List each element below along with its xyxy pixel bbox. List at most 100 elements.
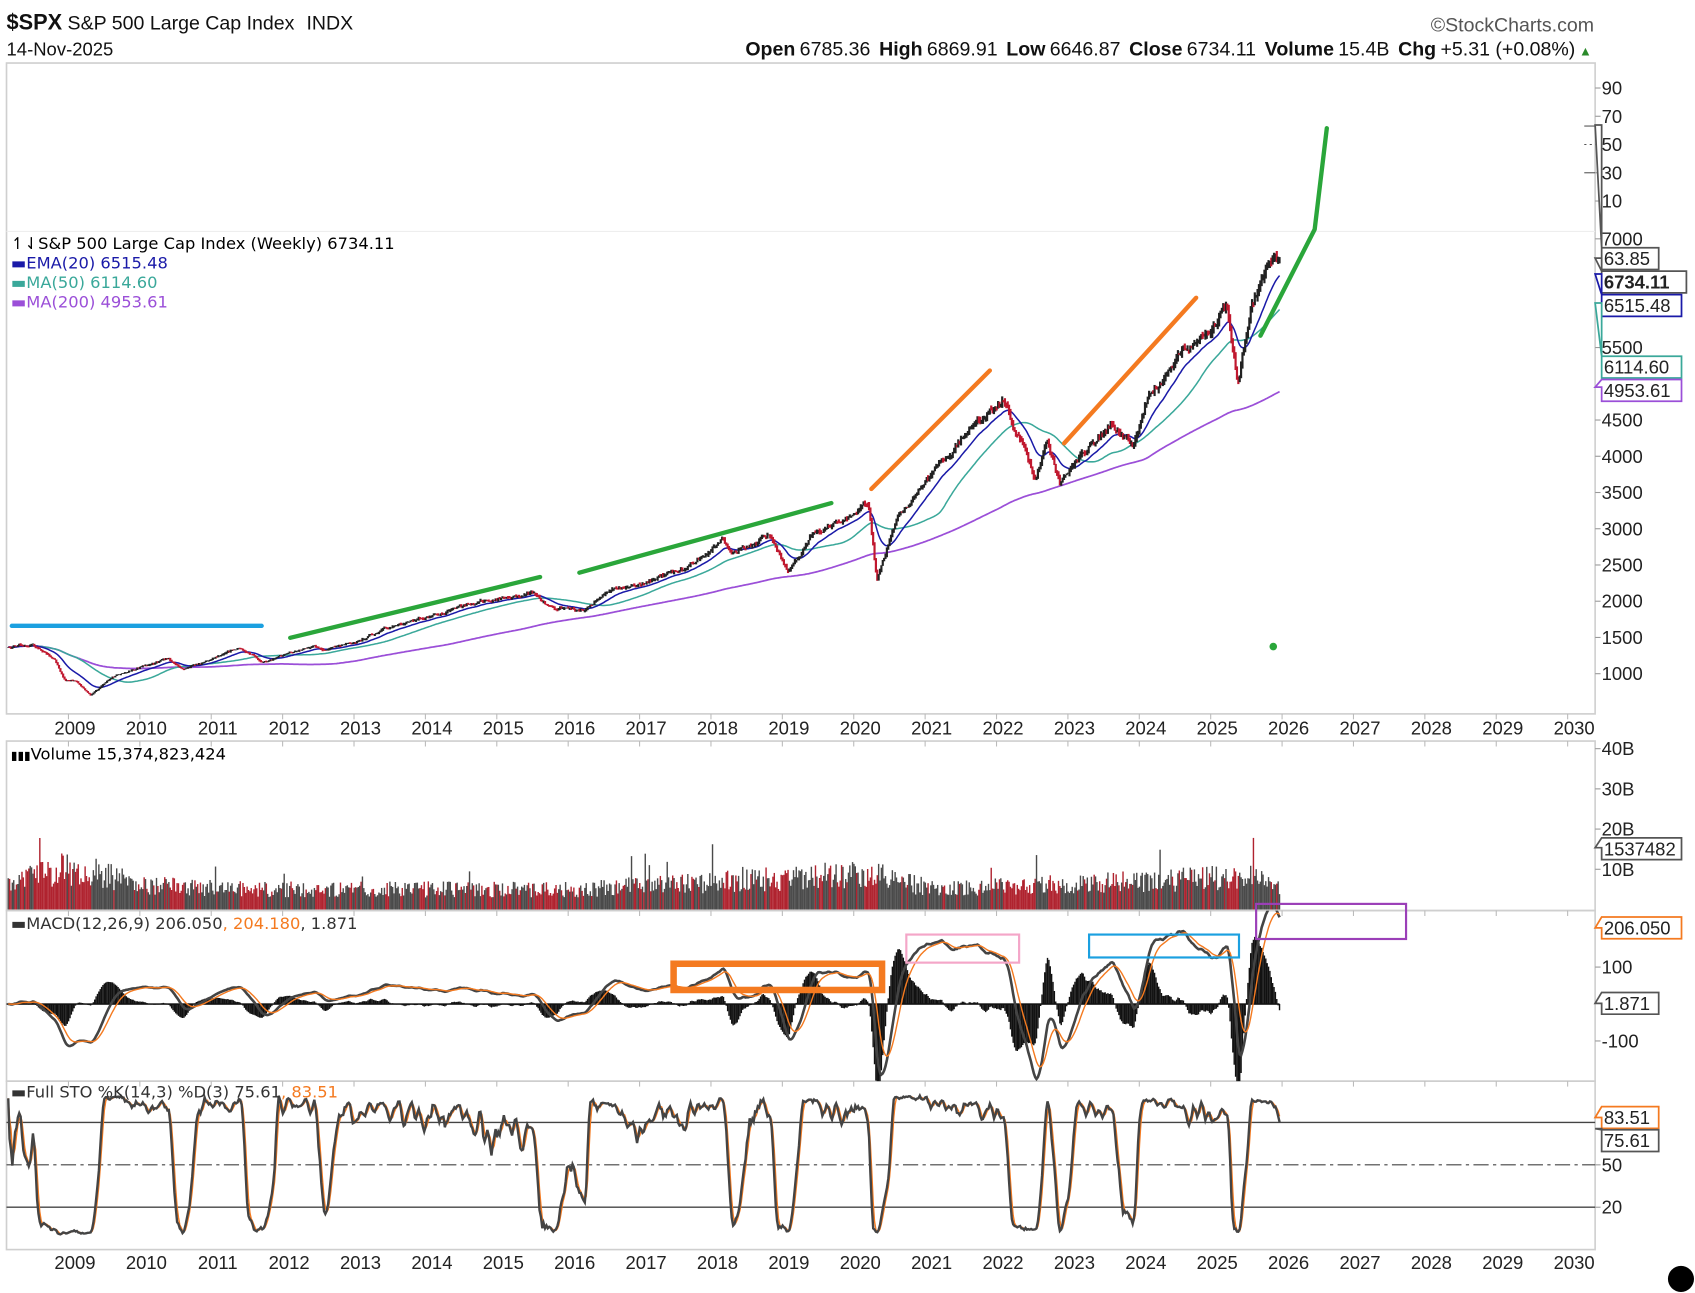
x-tick-label: 2013: [340, 718, 381, 739]
value-tag-macd: [1593, 991, 1660, 1016]
ohlc-label-volume: Volume: [1264, 38, 1334, 60]
macd-panel: [6, 910, 1281, 1082]
price-legend: ↿⇃S&P 500 Large Cap Index (Weekly) 6734.…: [11, 234, 395, 312]
upper-axis-label: 10: [1602, 191, 1623, 212]
value-tag-price: [1593, 273, 1683, 318]
ema20-swatch: ▬: [10, 253, 27, 273]
x-tick-label-bottom: 2021: [911, 1252, 952, 1273]
x-tick-label-bottom: 2019: [768, 1252, 809, 1273]
x-tick-label-bottom: 2026: [1268, 1252, 1309, 1273]
x-tick-label-bottom: 2025: [1197, 1252, 1238, 1273]
volume-axis-label: 40B: [1602, 738, 1635, 759]
ma200-legend: MA(200) 4953.61: [26, 292, 168, 312]
volume-legend-label: Volume 15,374,823,424: [30, 744, 227, 764]
symbol: $SPX: [6, 10, 63, 35]
volume-axis-label: 20B: [1602, 819, 1635, 840]
price-axis-label: 3000: [1602, 518, 1643, 539]
x-tick-label: 2015: [483, 718, 524, 739]
value-tag-price: [1593, 378, 1683, 403]
x-tick-label: 2026: [1268, 718, 1309, 739]
macd-legend-label: MACD(12,26,9) 206.050: [26, 913, 223, 934]
x-tick-label: 2027: [1339, 718, 1380, 739]
x-tick-label: 2025: [1197, 718, 1238, 739]
value-tag-sto: [1593, 1105, 1660, 1130]
x-tick-label: 2012: [269, 718, 310, 739]
annotation-trendline: [1061, 295, 1199, 446]
value-tag-text: 206.050: [1604, 917, 1671, 938]
chart-date: 14-Nov-2025: [6, 39, 114, 60]
volume-axis-label: 10B: [1602, 859, 1635, 880]
x-tick-label-bottom: 2012: [269, 1252, 310, 1273]
sto-d-value: , 83.51: [280, 1082, 339, 1102]
price-axis-label: 1000: [1602, 663, 1643, 684]
ma50-swatch: ▬: [10, 272, 27, 293]
value-tag-macd: [1593, 916, 1683, 940]
value-tag-text: 6114.60: [1604, 357, 1669, 378]
x-tick-label: 2030: [1554, 718, 1595, 739]
ohlc-value-close: 6734.11: [1186, 38, 1257, 60]
value-tag-text: 1.871: [1604, 993, 1650, 1014]
x-tick-label-bottom: 2022: [982, 1252, 1023, 1273]
sto-axis-label: 50: [1602, 1154, 1623, 1175]
macd-swatch: ▬: [10, 913, 27, 934]
price-legend-icon: ↿⇃: [10, 233, 39, 254]
chart-title: $SPX S&P 500 Large Cap Index INDX: [7, 11, 354, 36]
value-tag-sto: [1594, 1127, 1660, 1153]
x-tick-label-bottom: 2017: [626, 1252, 667, 1273]
x-tick-label: 2021: [911, 718, 952, 739]
price-axis-label: 1500: [1602, 627, 1643, 648]
x-tick-label-bottom: 2014: [411, 1252, 452, 1273]
ma50-legend: MA(50) 6114.60: [26, 272, 158, 293]
macd-signal-value: , 204.180: [222, 913, 301, 934]
sto-k-line: [7, 1092, 1281, 1236]
annotation-box: [670, 960, 886, 994]
x-tick-label-bottom: 2024: [1125, 1252, 1166, 1273]
macd-legend: ▬MACD(12,26,9) 206.050, 204.180, 1.871: [11, 914, 358, 934]
value-tag-text: 4953.61: [1604, 380, 1671, 401]
x-tick-label: 2010: [126, 718, 167, 739]
ohlc-summary: Open 6785.36 High 6869.91 Low 6646.87 Close 673…: [737, 38, 1592, 61]
x-tick-label: 2011: [198, 718, 238, 739]
x-tick-label: 2017: [626, 718, 667, 739]
sto-swatch: ▬: [10, 1082, 27, 1102]
x-tick-label-bottom: 2015: [483, 1252, 524, 1273]
annotation-trendline: [869, 368, 993, 492]
annotation-trendline: [288, 574, 543, 640]
value-tag-volume: [1593, 837, 1683, 861]
x-tick-label: 2009: [54, 718, 95, 739]
ma50-line: [8, 308, 1281, 683]
x-tick-label: 2022: [982, 718, 1023, 739]
triangle-up-icon: ▲: [1575, 43, 1592, 59]
value-tag-text: 1537482: [1604, 838, 1676, 859]
annotation-trendline: [1258, 126, 1329, 338]
sto-legend: ▬Full STO %K(14,3) %D(3) 75.61, 83.51: [11, 1082, 338, 1102]
annotation-box: [1087, 933, 1241, 959]
x-tick-label-bottom: 2029: [1482, 1252, 1523, 1273]
x-tick-label: 2024: [1125, 718, 1166, 739]
x-tick-label-bottom: 2013: [340, 1252, 381, 1273]
x-tick-label: 2014: [411, 718, 452, 739]
x-tick-label-bottom: 2023: [1054, 1252, 1095, 1273]
price-panel: [7, 250, 1281, 696]
value-tag-text: 83.51: [1604, 1107, 1650, 1128]
index-name: S&P 500 Large Cap Index: [67, 11, 295, 34]
x-tick-label-bottom: 2028: [1411, 1252, 1452, 1273]
upper-axis-label: 30: [1602, 162, 1623, 183]
ohlc-label-chg: Chg: [1398, 38, 1437, 60]
value-tag-price: [1594, 302, 1683, 379]
x-tick-label: 2016: [554, 718, 595, 739]
price-axis-label: 4000: [1602, 446, 1643, 467]
macd-axis-label: 100: [1602, 957, 1633, 978]
ohlc-label-high: High: [879, 38, 923, 60]
price-legend-label: S&P 500 Large Cap Index (Weekly) 6734.11: [38, 233, 395, 254]
ma200-line: [8, 390, 1280, 670]
x-tick-label: 2018: [697, 718, 738, 739]
upper-axis-label: 50: [1602, 134, 1623, 155]
value-tag-price: [1593, 257, 1688, 294]
x-tick-label-bottom: 2018: [697, 1252, 738, 1273]
upper-axis-label: 70: [1602, 106, 1623, 127]
value-tag-text: 6515.48: [1604, 295, 1671, 316]
x-tick-label: 2029: [1482, 718, 1523, 739]
ohlc-label-close: Close: [1129, 38, 1183, 60]
volume-bars-icon: ▮▮▮: [10, 748, 31, 763]
